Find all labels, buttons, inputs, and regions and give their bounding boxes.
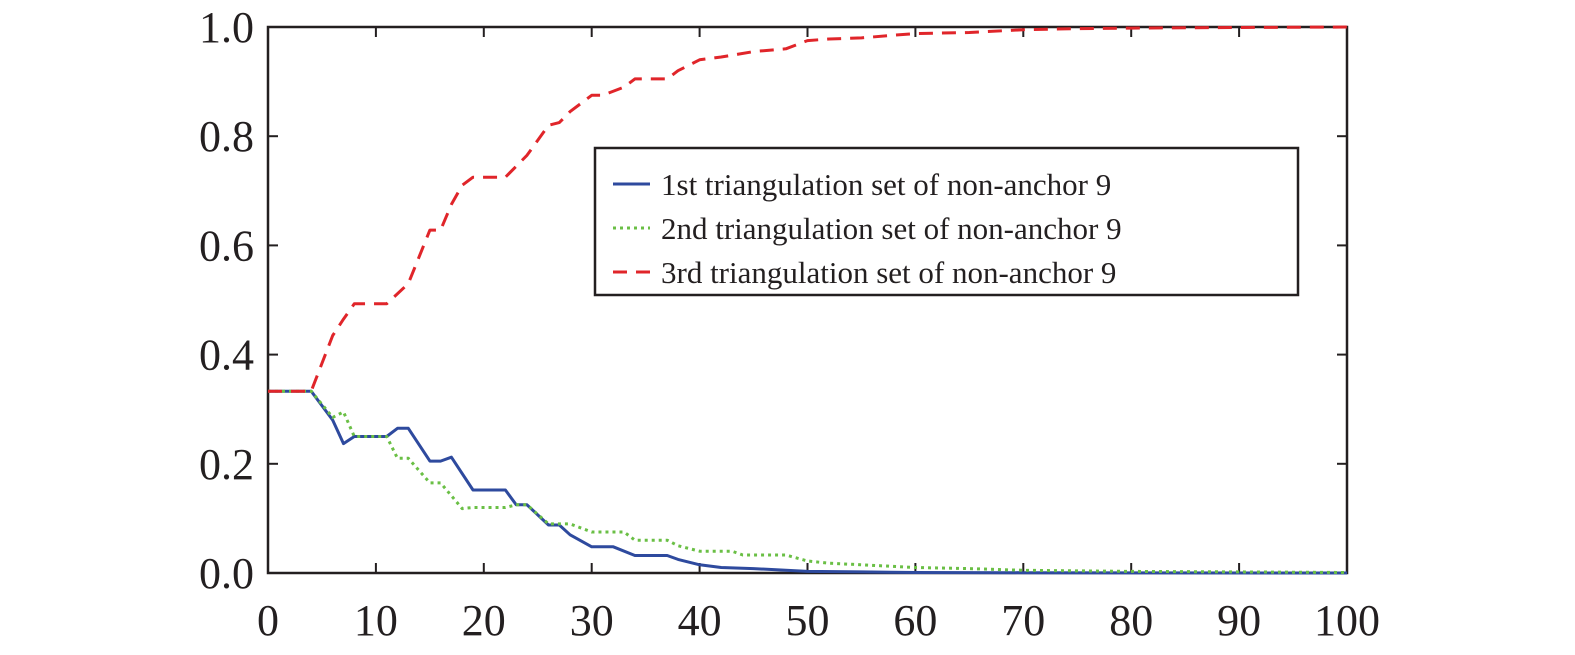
x-axis: 0 10 20 30 40 50 60 70 80 90 100	[257, 27, 1380, 645]
x-tick-label: 30	[570, 596, 614, 645]
legend-label: 1st triangulation set of non-anchor 9	[661, 167, 1111, 202]
y-tick-label: 0.4	[199, 331, 254, 380]
x-tick-label: 80	[1109, 596, 1153, 645]
y-tick-label: 0.8	[199, 112, 254, 161]
x-tick-label: 70	[1001, 596, 1045, 645]
x-tick-label: 90	[1217, 596, 1261, 645]
x-tick-label: 10	[354, 596, 398, 645]
x-tick-label: 0	[257, 596, 279, 645]
series-layer	[268, 25, 1348, 575]
x-tick-label: 40	[678, 596, 722, 645]
series-line-1	[268, 389, 1348, 575]
y-axis: 0.0 0.2 0.4 0.6 0.8 1.0	[199, 3, 1347, 598]
y-tick-label: 0.0	[199, 549, 254, 598]
legend-box	[593, 146, 1300, 297]
legend-label: 2nd triangulation set of non-anchor 9	[661, 211, 1122, 246]
legend: 1st triangulation set of non-anchor 9 2nd…	[593, 146, 1300, 297]
series-line-3	[268, 25, 1348, 393]
legend-entry-1: 1st triangulation set of non-anchor 9	[613, 167, 1111, 202]
x-tick-label: 60	[893, 596, 937, 645]
plot-frame	[266, 25, 1349, 575]
legend-entry-2: 2nd triangulation set of non-anchor 9	[613, 211, 1122, 246]
series-line-2	[268, 389, 1348, 574]
legend-label: 3rd triangulation set of non-anchor 9	[661, 255, 1116, 290]
x-tick-label: 100	[1314, 596, 1380, 645]
x-tick-label: 20	[462, 596, 506, 645]
legend-entry-3: 3rd triangulation set of non-anchor 9	[613, 255, 1116, 290]
y-tick-label: 0.2	[199, 440, 254, 489]
x-tick-label: 50	[786, 596, 830, 645]
plot-border	[266, 25, 1349, 575]
y-tick-label: 1.0	[199, 3, 254, 52]
y-tick-label: 0.6	[199, 221, 254, 270]
